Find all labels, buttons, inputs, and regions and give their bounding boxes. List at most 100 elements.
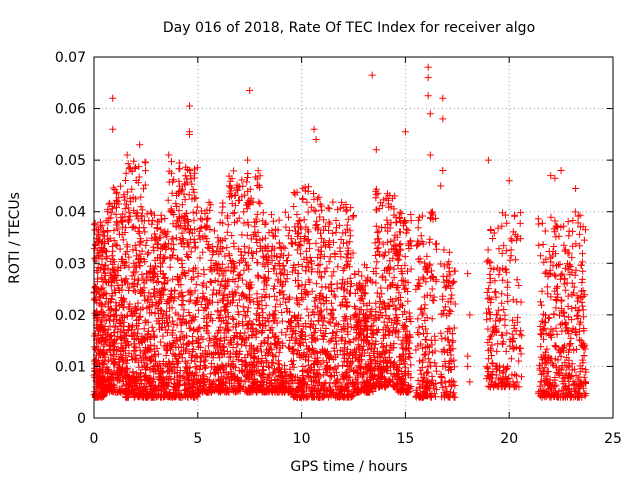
data-point [105,278,113,286]
data-point [110,351,117,358]
data-point [259,235,266,243]
data-point [401,261,409,269]
data-point [233,353,241,361]
data-point [444,325,452,333]
data-point [556,311,563,319]
data-point [491,277,499,285]
data-point [170,176,178,184]
data-point [402,335,410,343]
data-point [379,252,387,260]
data-point [337,326,345,334]
data-point [141,317,149,325]
data-point [384,220,392,228]
data-point [124,160,132,168]
data-point [338,279,346,287]
data-point [415,324,423,332]
data-point [244,308,252,316]
data-point [254,228,262,236]
data-point [148,323,156,331]
data-point [341,285,349,293]
data-point [231,201,239,209]
data-point [343,206,351,214]
data-point [199,371,207,379]
data-point [580,236,588,244]
data-point [129,321,137,329]
data-point [108,252,116,260]
data-point [168,158,175,166]
data-point [329,305,337,313]
data-point [404,267,411,275]
data-point [132,177,140,184]
data-point [540,335,547,343]
data-point [316,308,324,316]
data-point [566,340,573,348]
data-point [499,209,506,217]
data-point [207,263,215,271]
data-point [543,372,551,380]
data-point [306,278,314,286]
data-point [576,242,584,250]
data-point [438,335,446,343]
data-point [189,186,197,193]
data-point [205,376,213,384]
data-point [131,224,139,232]
data-point [313,390,321,398]
data-point [175,190,182,198]
data-point [392,284,400,292]
data-point [500,306,508,313]
data-point [258,348,265,356]
data-point [124,381,132,389]
data-point [161,215,169,222]
data-point [271,232,279,240]
data-point [117,182,124,190]
data-point [278,287,286,295]
data-point [128,224,136,231]
data-point [342,207,350,215]
data-point [321,268,329,276]
data-point [211,227,218,235]
data-point [419,309,427,317]
data-point [216,313,223,321]
data-point [197,352,205,360]
data-point [163,297,171,305]
data-point [284,232,292,240]
data-point [406,313,414,321]
data-point [193,164,201,172]
data-point [516,330,524,338]
data-point [102,253,110,261]
data-point [330,268,338,276]
data-point [302,223,310,231]
data-point [253,239,261,246]
data-point [419,356,427,364]
data-point [176,290,184,298]
data-point [431,347,439,355]
data-point [138,288,146,296]
data-point [331,380,339,388]
data-point [261,277,269,285]
data-point [407,361,415,369]
data-point [157,306,165,314]
data-point [371,341,379,349]
data-point [426,358,434,366]
data-point [203,237,211,245]
data-point [424,355,432,363]
data-point [151,386,158,394]
data-point [137,290,144,297]
data-point [417,232,425,240]
data-point [108,332,116,339]
data-point [139,275,147,283]
data-point [159,332,167,340]
data-point [390,274,398,282]
data-point [502,365,510,373]
data-point [325,218,333,226]
data-point [268,382,276,390]
data-point [289,345,296,353]
data-point [246,317,254,325]
data-point [192,298,200,306]
data-point [570,283,578,291]
data-point [175,177,183,185]
data-point [142,354,150,361]
data-point [228,232,236,240]
data-point [303,392,311,400]
